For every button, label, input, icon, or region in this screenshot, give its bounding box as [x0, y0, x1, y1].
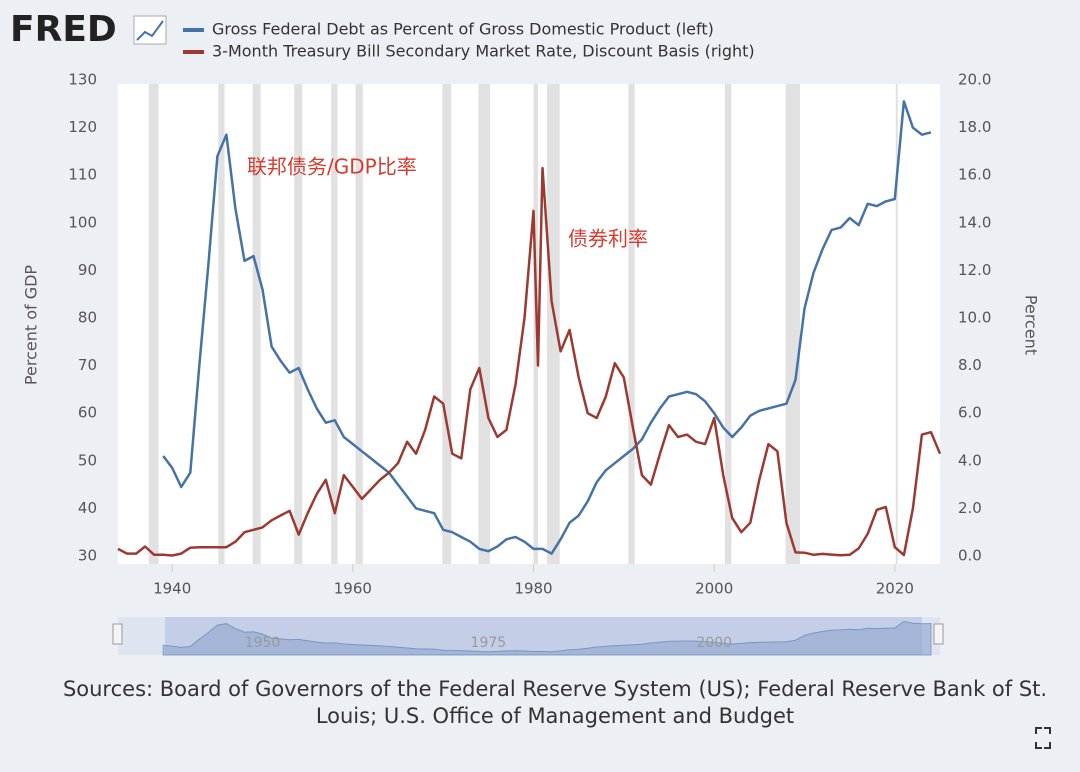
- navigator-tick-label: 1975: [471, 635, 507, 651]
- y2-tick-label: 0.0: [958, 547, 982, 565]
- x-tick-label: 2000: [695, 580, 733, 598]
- navigator-content: 1950 1975 2000: [162, 620, 932, 656]
- y2-tick-label: 4.0: [958, 451, 982, 469]
- y2-tick-label: 14.0: [958, 213, 991, 231]
- y2-tick-label: 20.0: [958, 71, 991, 89]
- x-tick-label: 2020: [876, 580, 914, 598]
- recession-band: [331, 84, 338, 564]
- recession-band: [148, 84, 159, 564]
- recession-band: [895, 84, 898, 564]
- legend-entry: 3-Month Treasury Bill Secondary Market R…: [212, 42, 755, 61]
- y2-tick-label: 2.0: [958, 499, 982, 517]
- y-tick-label: 80: [78, 309, 97, 327]
- x-tick-label: 1940: [153, 580, 191, 598]
- y2-tick-label: 18.0: [958, 118, 991, 136]
- fullscreen-icon[interactable]: [1035, 727, 1051, 749]
- logo: FRED: [10, 9, 117, 50]
- navigator-tick-label: 2000: [696, 635, 732, 651]
- recession-band: [442, 84, 452, 564]
- logo-icon-line: [136, 20, 164, 41]
- y2-tick-label: 6.0: [958, 404, 982, 422]
- x-tick-label: 1980: [514, 580, 552, 598]
- recession-band: [785, 84, 800, 564]
- y2-tick-label: 12.0: [958, 261, 991, 279]
- y-tick-label: 40: [78, 499, 97, 517]
- plot-area: [118, 84, 940, 564]
- recession-band: [628, 84, 635, 564]
- recession-band: [218, 84, 225, 564]
- legend-entry: Gross Federal Debt as Percent of Gross D…: [212, 20, 714, 39]
- lines: [117, 100, 942, 557]
- y-axis-label: Percent of GDP: [22, 265, 41, 386]
- recession-band: [294, 84, 303, 564]
- y-tick-label: 130: [68, 71, 97, 89]
- recessions: [148, 84, 898, 564]
- recession-band: [547, 84, 560, 564]
- y-tick-label: 110: [68, 166, 97, 184]
- navigator-area: [162, 620, 932, 656]
- annotation: 联邦债务/GDP比率: [247, 155, 417, 179]
- recession-band: [252, 84, 261, 564]
- y-tick-label: 70: [78, 356, 97, 374]
- recession-band: [478, 84, 491, 564]
- y2-axis-label: Percent: [1022, 295, 1041, 355]
- navigator-tick-label: 1950: [245, 635, 281, 651]
- y-tick-label: 60: [78, 404, 97, 422]
- y-tick-label: 30: [78, 547, 97, 565]
- series-line: [162, 100, 932, 555]
- series-line: [117, 166, 942, 557]
- source: Louis; U.S. Office of Management and Bud…: [316, 704, 794, 728]
- annotation: 债券利率: [568, 227, 648, 251]
- y-tick-label: 90: [78, 261, 97, 279]
- x-tick-label: 1960: [334, 580, 372, 598]
- y-tick-label: 50: [78, 451, 97, 469]
- recession-band: [725, 84, 732, 564]
- y2-tick-label: 10.0: [958, 309, 991, 327]
- source: Sources: Board of Governors of the Feder…: [63, 677, 1047, 701]
- navigator-handle[interactable]: [112, 623, 123, 645]
- logo-icon: [133, 15, 167, 45]
- recession-band: [355, 84, 363, 564]
- y-tick-label: 120: [68, 118, 97, 136]
- navigator-handle[interactable]: [933, 623, 944, 645]
- y-tick-label: 100: [68, 213, 97, 231]
- y2-tick-label: 16.0: [958, 166, 991, 184]
- y2-tick-label: 8.0: [958, 356, 982, 374]
